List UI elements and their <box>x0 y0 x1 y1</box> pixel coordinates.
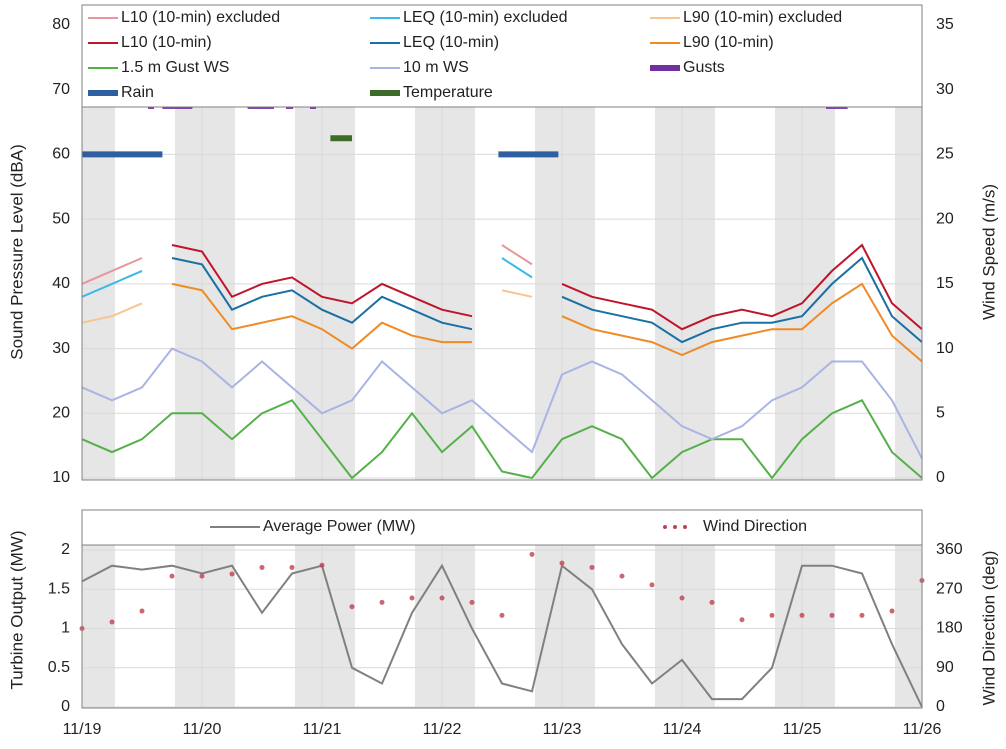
y2-tick-label: 35 <box>936 16 954 33</box>
legend-swatch <box>663 525 667 529</box>
y-tick-label: 50 <box>52 210 70 227</box>
wind-direction-point <box>469 599 475 605</box>
y2-axis-title: Wind Speed (m/s) <box>979 184 998 320</box>
wind-direction-point <box>259 564 265 570</box>
x-tick-label: 11/24 <box>663 721 702 738</box>
y-tick-label: 30 <box>52 340 70 357</box>
x-tick-label: 11/25 <box>783 721 822 738</box>
legend-swatch <box>673 525 677 529</box>
y2-tick-label: 0 <box>936 469 945 486</box>
legend-label: Rain <box>121 84 154 101</box>
wind-direction-point <box>739 617 745 623</box>
wind-direction-point <box>289 564 295 570</box>
wind-direction-point <box>229 571 235 577</box>
y2-tick-label: 360 <box>936 541 963 558</box>
legend-label: Average Power (MW) <box>263 518 416 535</box>
wind-direction-point <box>139 608 145 614</box>
legend-label: Wind Direction <box>703 518 807 535</box>
wind-direction-point <box>499 612 505 618</box>
x-tick-label: 11/22 <box>423 721 462 738</box>
wind-direction-point <box>859 612 865 618</box>
wind-direction-point <box>619 573 625 579</box>
wind-direction-point <box>109 619 115 625</box>
y-axis-title: Turbine Output (MW) <box>7 530 26 689</box>
wind-direction-point <box>769 612 775 618</box>
y-tick-label: 0 <box>61 698 70 715</box>
x-tick-label: 11/20 <box>183 721 222 738</box>
wind-direction-point <box>589 564 595 570</box>
y2-tick-label: 180 <box>936 620 963 637</box>
legend-label: L10 (10-min) excluded <box>121 9 280 26</box>
x-tick-label: 11/26 <box>903 721 942 738</box>
y-tick-label: 80 <box>52 16 70 33</box>
y2-tick-label: 5 <box>936 405 945 422</box>
series-line <box>81 257 533 298</box>
y2-tick-label: 30 <box>936 81 954 98</box>
y2-tick-label: 10 <box>936 340 954 357</box>
y-tick-label: 1.5 <box>48 580 70 597</box>
wind-direction-point <box>709 599 715 605</box>
wind-direction-point <box>829 612 835 618</box>
wind-direction-point <box>199 573 205 579</box>
wind-direction-point <box>169 573 175 579</box>
wind-direction-point <box>409 595 415 601</box>
y-tick-label: 60 <box>52 146 70 163</box>
y2-tick-label: 90 <box>936 659 954 676</box>
legend-label: LEQ (10-min) <box>403 34 499 51</box>
y-axis-title: Sound Pressure Level (dBA) <box>7 144 26 359</box>
y2-tick-label: 25 <box>936 146 954 163</box>
legend-label: L10 (10-min) <box>121 34 212 51</box>
wind-direction-point <box>649 582 655 588</box>
series-line <box>81 563 923 708</box>
series-line <box>171 243 923 331</box>
wind-direction-point <box>319 562 325 568</box>
y-tick-label: 10 <box>52 469 70 486</box>
night-bands <box>82 107 922 708</box>
wind-direction-point <box>379 599 385 605</box>
legend-label: LEQ (10-min) excluded <box>403 9 568 26</box>
legend-label: 10 m WS <box>403 59 469 76</box>
series-line <box>171 282 923 363</box>
y-tick-label: 40 <box>52 275 70 292</box>
series-line <box>81 399 923 480</box>
y-tick-label: 2 <box>61 541 70 558</box>
legend-label: Gusts <box>683 59 725 76</box>
series-line <box>81 244 533 285</box>
x-tick-label: 11/21 <box>303 721 342 738</box>
wind-direction-point <box>439 595 445 601</box>
wind-direction-point <box>799 612 805 618</box>
wind-direction-point <box>559 560 565 566</box>
y-tick-label: 70 <box>52 81 70 98</box>
y-tick-label: 0.5 <box>48 659 70 676</box>
legend-label: 1.5 m Gust WS <box>121 59 229 76</box>
y-tick-label: 1 <box>61 620 70 637</box>
wind-direction-point <box>679 595 685 601</box>
x-tick-label: 11/19 <box>63 721 102 738</box>
legend-label: Temperature <box>403 84 493 101</box>
x-tick-label: 11/23 <box>543 721 582 738</box>
wind-direction-point <box>889 608 895 614</box>
legend-label: L90 (10-min) <box>683 34 774 51</box>
y2-tick-label: 15 <box>936 275 954 292</box>
legend-box <box>81 4 923 108</box>
series-line <box>81 289 533 324</box>
y2-tick-label: 270 <box>936 580 963 597</box>
y2-axis-title: Wind Direction (deg) <box>979 551 998 706</box>
wind-direction-point <box>349 604 355 610</box>
series-line <box>81 347 923 460</box>
series-line <box>171 256 923 344</box>
legend-swatch <box>683 525 687 529</box>
legend-label: L90 (10-min) excluded <box>683 9 842 26</box>
y-tick-label: 20 <box>52 405 70 422</box>
y2-tick-label: 0 <box>936 698 945 715</box>
wind-direction-point <box>529 551 535 557</box>
y2-tick-label: 20 <box>936 210 954 227</box>
